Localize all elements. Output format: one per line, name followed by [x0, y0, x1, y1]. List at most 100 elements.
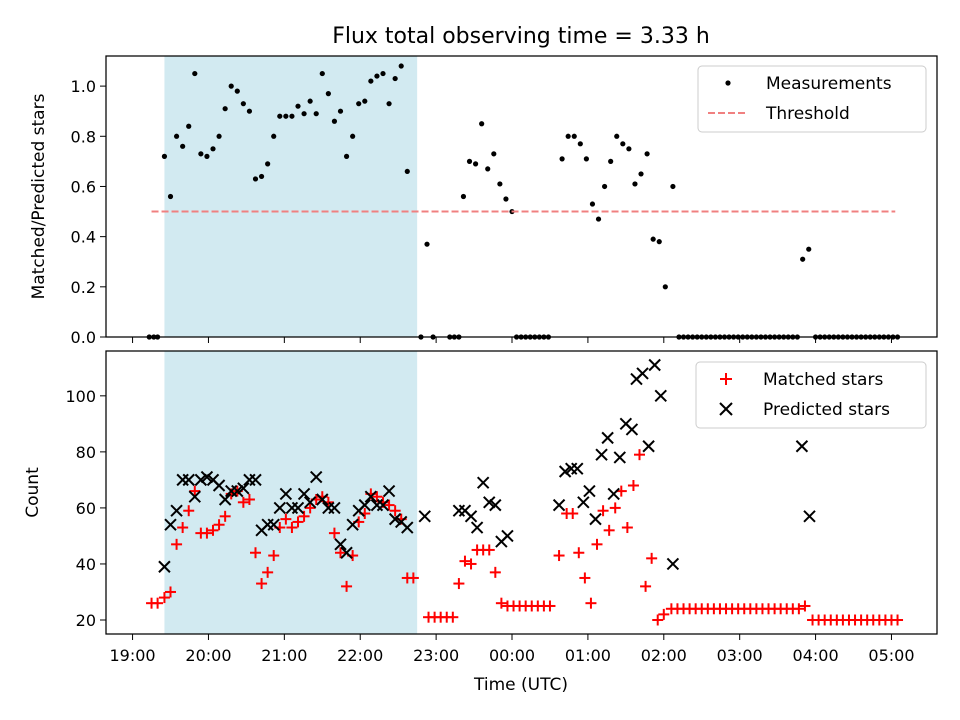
predicted-star-point	[552, 498, 566, 512]
predicted-star-point	[237, 482, 250, 495]
predicted-star-point	[291, 501, 305, 515]
predicted-star-point	[328, 501, 341, 515]
predicted-star-point	[188, 490, 201, 503]
measurement-point	[424, 241, 430, 247]
matched-star-point	[286, 522, 298, 534]
time-x-axis-ticks: 19:00 20:00 21:00 22:00 23:00 00:00 01:00 02:00…	[110, 634, 915, 665]
matched-star-point	[292, 516, 304, 528]
measurement-point	[583, 156, 589, 162]
measurement-point	[466, 158, 473, 164]
matched-star-point	[621, 522, 633, 534]
matched-star-point	[237, 496, 249, 508]
count-y-axis-label: Count	[23, 467, 43, 518]
predicted-star-point	[803, 510, 816, 523]
legend-matched-marker	[720, 373, 732, 385]
matched-star-point	[793, 603, 805, 615]
legend-measurements-label: Measurements	[766, 74, 892, 94]
matched-star-point	[250, 547, 262, 559]
predicted-star-point	[613, 451, 626, 464]
matched-star-point	[171, 538, 183, 550]
measurement-point	[404, 168, 410, 175]
predicted-stars-points	[158, 358, 816, 573]
y-tick-label: 1.0	[71, 77, 96, 96]
y-tick-label: 60	[76, 499, 96, 518]
measurement-point	[246, 108, 253, 114]
matched-star-point	[603, 524, 615, 536]
measurement-point	[656, 239, 662, 245]
matched-star-point	[165, 586, 177, 598]
time-x-axis-label: Time (UTC)	[473, 675, 568, 695]
predicted-star-point	[267, 518, 280, 531]
predicted-star-point	[273, 501, 286, 515]
matched-star-point	[609, 502, 621, 514]
x-tick-label: 22:00	[337, 646, 383, 665]
measurement-point	[374, 73, 380, 79]
x-tick-label: 04:00	[793, 646, 839, 665]
legend-matched-label: Matched stars	[763, 370, 883, 390]
predicted-star-point	[170, 504, 183, 517]
predicted-star-point	[218, 493, 232, 506]
matched-star-point	[447, 611, 459, 623]
measurement-point	[228, 83, 234, 89]
y-tick-label: 40	[76, 555, 96, 574]
matched-star-point	[158, 592, 170, 604]
x-tick-label: 05:00	[868, 646, 914, 665]
predicted-star-point	[577, 496, 590, 509]
predicted-star-point	[625, 423, 639, 436]
legend-predicted-label: Predicted stars	[763, 400, 890, 420]
measurement-point	[234, 88, 240, 94]
predicted-star-point	[164, 518, 177, 531]
matched-star-point	[658, 608, 670, 620]
y-tick-label: 100	[65, 387, 96, 406]
measurement-point	[650, 236, 656, 242]
matched-star-point	[389, 505, 401, 517]
predicted-star-point	[418, 510, 431, 523]
measurement-point	[608, 158, 614, 164]
matched-star-point	[495, 597, 507, 609]
measurement-point	[301, 111, 307, 117]
count-panel: 20 40 60 80 100 19:00 20:00 21:00 22:00 23:00 00:…	[23, 350, 938, 695]
measurement-point	[472, 161, 479, 167]
measurement-point	[460, 193, 467, 200]
matched-star-point	[407, 572, 419, 584]
measurement-point	[800, 256, 806, 262]
measurement-point	[362, 98, 368, 104]
ratio-axes-frame	[105, 55, 938, 338]
matched-star-point	[544, 600, 556, 612]
measurement-point	[356, 101, 362, 107]
ratio-x-axis-ticks	[132, 337, 892, 343]
measurement-point	[192, 70, 198, 77]
predicted-star-point	[297, 487, 311, 501]
matched-star-point	[268, 550, 280, 562]
matched-star-point	[634, 449, 646, 461]
matched-star-point	[567, 508, 579, 520]
measurement-point	[392, 75, 398, 82]
matched-star-point	[465, 558, 477, 570]
measurement-point	[350, 133, 356, 139]
predicted-star-point	[182, 473, 195, 487]
predicted-star-point	[589, 512, 602, 526]
measurement-point	[319, 70, 325, 77]
predicted-star-point	[489, 498, 502, 512]
matched-star-point	[328, 527, 340, 539]
matched-star-point	[453, 578, 465, 590]
measurement-point	[565, 133, 571, 139]
predicted-star-point	[303, 496, 317, 509]
matched-star-point	[579, 572, 591, 584]
matched-star-point	[585, 597, 597, 609]
predicted-star-point	[212, 479, 226, 492]
matched-star-point	[573, 547, 585, 559]
x-tick-label: 00:00	[489, 646, 535, 665]
predicted-star-point	[194, 473, 208, 487]
predicted-star-point	[376, 498, 390, 512]
measurement-point	[331, 118, 338, 124]
predicted-star-point	[231, 484, 244, 498]
matched-star-point	[304, 502, 316, 514]
predicted-star-point	[642, 440, 655, 453]
y-tick-label: 0.4	[71, 228, 96, 247]
measurement-point	[503, 196, 509, 202]
measurement-point	[485, 166, 491, 172]
matched-star-point	[152, 597, 164, 609]
matched-star-point	[652, 614, 664, 626]
measurement-point	[644, 151, 650, 157]
